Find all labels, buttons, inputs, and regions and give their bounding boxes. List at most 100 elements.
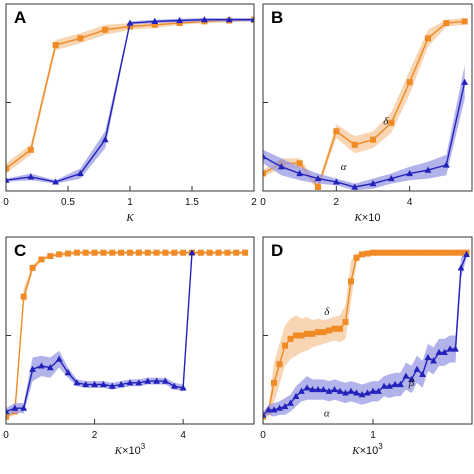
data-point-triangle bbox=[287, 399, 294, 406]
panel-label: B bbox=[271, 8, 283, 27]
data-point-triangle bbox=[126, 19, 134, 26]
data-point-triangle bbox=[265, 406, 272, 413]
data-point-triangle bbox=[461, 78, 469, 85]
data-point-square bbox=[296, 160, 303, 167]
data-point-square bbox=[304, 330, 310, 337]
data-point-square bbox=[153, 249, 160, 256]
data-point-square bbox=[38, 256, 45, 263]
data-point-square bbox=[263, 170, 266, 177]
panel-label: A bbox=[14, 8, 26, 27]
data-point-square bbox=[441, 249, 448, 256]
axes-frame bbox=[262, 3, 473, 192]
data-point-triangle bbox=[29, 365, 36, 372]
x-axis-symbol: K bbox=[351, 445, 360, 457]
band-orange bbox=[6, 251, 246, 419]
data-point-triangle bbox=[446, 345, 454, 352]
data-point-square bbox=[320, 329, 327, 336]
data-point-square bbox=[100, 249, 107, 256]
data-point-square bbox=[20, 293, 27, 300]
band-blue bbox=[263, 251, 467, 419]
data-point-square bbox=[127, 249, 133, 256]
panel-label: C bbox=[14, 241, 26, 260]
data-point-square bbox=[403, 249, 409, 256]
data-point-square bbox=[82, 249, 89, 256]
data-point-square bbox=[315, 329, 321, 336]
data-point-square bbox=[348, 278, 354, 285]
x-axis-suffix: ×10 bbox=[362, 212, 381, 224]
data-point-square bbox=[388, 119, 395, 126]
data-point-square bbox=[461, 18, 468, 25]
data-point-triangle bbox=[201, 16, 208, 23]
x-tick-label: 0 bbox=[260, 197, 266, 208]
data-point-square bbox=[52, 42, 59, 49]
x-tick-label: 1.5 bbox=[185, 197, 199, 208]
data-point-square bbox=[381, 249, 387, 256]
data-point-square bbox=[171, 249, 178, 256]
data-point-triangle bbox=[391, 380, 399, 388]
data-point-triangle bbox=[108, 382, 116, 389]
plot-area bbox=[6, 16, 254, 185]
data-point-triangle bbox=[82, 380, 90, 388]
data-point-triangle bbox=[117, 380, 125, 388]
data-point-square bbox=[109, 249, 116, 256]
data-point-triangle bbox=[292, 392, 300, 399]
data-point-triangle bbox=[325, 387, 333, 394]
data-point-triangle bbox=[162, 377, 169, 384]
data-point-square bbox=[375, 249, 382, 256]
axes-frame bbox=[262, 236, 473, 425]
x-axis-symbol: K bbox=[353, 212, 362, 224]
data-point-triangle bbox=[332, 178, 340, 185]
panel-label: D bbox=[271, 241, 283, 260]
data-point-triangle bbox=[353, 389, 360, 396]
data-point-square bbox=[353, 254, 360, 261]
x-tick-label: 0.5 bbox=[61, 197, 75, 208]
plot-area bbox=[263, 249, 470, 420]
data-point-triangle bbox=[38, 362, 45, 369]
x-axis-label: K×10 bbox=[353, 212, 380, 224]
data-point-triangle bbox=[270, 406, 278, 413]
x-axis-label: K×103 bbox=[351, 442, 383, 457]
data-point-triangle bbox=[101, 136, 109, 143]
data-point-triangle bbox=[369, 180, 377, 187]
x-tick-label: 0 bbox=[3, 430, 9, 441]
data-point-square bbox=[337, 325, 343, 332]
x-tick-label: 1 bbox=[127, 197, 133, 208]
data-point-triangle bbox=[375, 387, 382, 394]
data-point-square bbox=[364, 250, 371, 257]
data-point-triangle bbox=[397, 380, 404, 388]
data-point-square bbox=[65, 250, 71, 257]
data-point-square bbox=[397, 249, 404, 256]
data-point-square bbox=[419, 249, 426, 256]
data-point-triangle bbox=[11, 404, 19, 411]
data-point-triangle bbox=[281, 402, 289, 410]
data-point-square bbox=[215, 249, 222, 256]
data-point-square bbox=[47, 253, 54, 260]
x-tick-label: 2 bbox=[334, 197, 340, 208]
data-point-square bbox=[77, 35, 84, 42]
data-point-square bbox=[414, 249, 420, 256]
data-point-triangle bbox=[457, 264, 465, 271]
data-point-triangle bbox=[336, 387, 344, 394]
panel-c: 0 2 4 K×103 C bbox=[3, 236, 255, 457]
series-line-blue bbox=[263, 82, 466, 188]
data-point-triangle bbox=[342, 389, 349, 396]
data-point-triangle bbox=[46, 364, 54, 371]
data-point-triangle bbox=[73, 379, 81, 386]
x-tick-label: 0 bbox=[260, 430, 266, 441]
data-point-triangle bbox=[55, 355, 63, 362]
data-point-square bbox=[91, 249, 98, 256]
data-point-square bbox=[326, 327, 332, 334]
data-point-triangle bbox=[298, 387, 305, 394]
data-point-square bbox=[351, 141, 358, 148]
data-point-square bbox=[386, 249, 393, 256]
data-point-triangle bbox=[263, 152, 267, 160]
data-point-square bbox=[162, 249, 169, 256]
data-point-triangle bbox=[153, 377, 160, 384]
data-point-triangle bbox=[463, 250, 470, 257]
x-axis-suffix: ×10 bbox=[122, 445, 141, 457]
data-point-triangle bbox=[6, 176, 10, 183]
series-line-orange bbox=[6, 251, 246, 418]
plot-area bbox=[6, 249, 249, 420]
data-point-square bbox=[151, 21, 158, 28]
data-point-square bbox=[197, 249, 204, 256]
